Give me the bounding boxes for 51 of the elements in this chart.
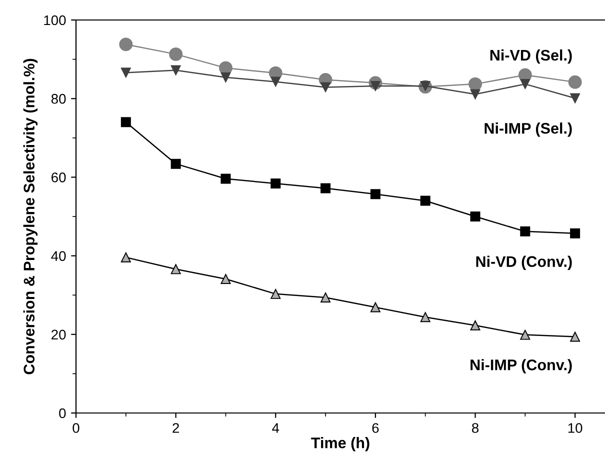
point bbox=[120, 252, 131, 262]
x-tick-label: 0 bbox=[72, 423, 80, 433]
point bbox=[170, 264, 181, 274]
point bbox=[468, 77, 482, 91]
x-tick-label: 6 bbox=[372, 423, 379, 433]
point bbox=[470, 212, 480, 222]
point bbox=[568, 75, 582, 89]
y-tick-label: 20 bbox=[52, 330, 66, 340]
point bbox=[320, 183, 331, 194]
series-label: Ni-IMP (Sel.) bbox=[484, 122, 572, 137]
point bbox=[170, 65, 181, 76]
point bbox=[270, 76, 281, 87]
point bbox=[370, 302, 380, 312]
y-tick-label: 100 bbox=[44, 15, 66, 26]
point bbox=[570, 332, 580, 342]
point bbox=[320, 82, 331, 92]
point bbox=[220, 274, 231, 284]
point bbox=[520, 79, 530, 90]
series-label: Ni-IMP (Conv.) bbox=[470, 359, 572, 374]
point bbox=[570, 93, 580, 104]
point bbox=[169, 47, 183, 61]
point bbox=[270, 288, 281, 299]
point bbox=[270, 178, 281, 188]
point bbox=[120, 117, 131, 128]
series-label: Ni-VD (Sel.) bbox=[490, 49, 572, 64]
y-tick-label: 0 bbox=[59, 408, 66, 418]
x-tick-label: 4 bbox=[272, 423, 280, 433]
point bbox=[420, 196, 430, 206]
x-axis-title: Time (h) bbox=[311, 437, 370, 452]
y-axis-title: Conversion & Propylene Selectivity (mol.%) bbox=[23, 58, 38, 374]
x-tick-label: 8 bbox=[472, 423, 479, 433]
point bbox=[470, 320, 480, 330]
point bbox=[320, 292, 331, 302]
point bbox=[119, 38, 133, 52]
y-tick-label: 80 bbox=[51, 94, 66, 104]
point bbox=[170, 158, 181, 169]
point bbox=[420, 312, 430, 322]
point bbox=[570, 228, 580, 238]
point bbox=[370, 189, 380, 200]
x-tick-label: 2 bbox=[172, 423, 179, 433]
y-tick-label: 60 bbox=[52, 172, 66, 182]
x-tick-label: 10 bbox=[568, 423, 582, 433]
point bbox=[520, 226, 530, 236]
series-label: Ni-VD (Conv.) bbox=[476, 256, 572, 270]
point bbox=[220, 72, 231, 82]
point bbox=[420, 81, 430, 92]
point bbox=[220, 174, 231, 184]
point bbox=[520, 330, 530, 340]
point bbox=[470, 89, 480, 100]
point bbox=[120, 68, 131, 78]
y-tick-label: 40 bbox=[51, 251, 66, 261]
